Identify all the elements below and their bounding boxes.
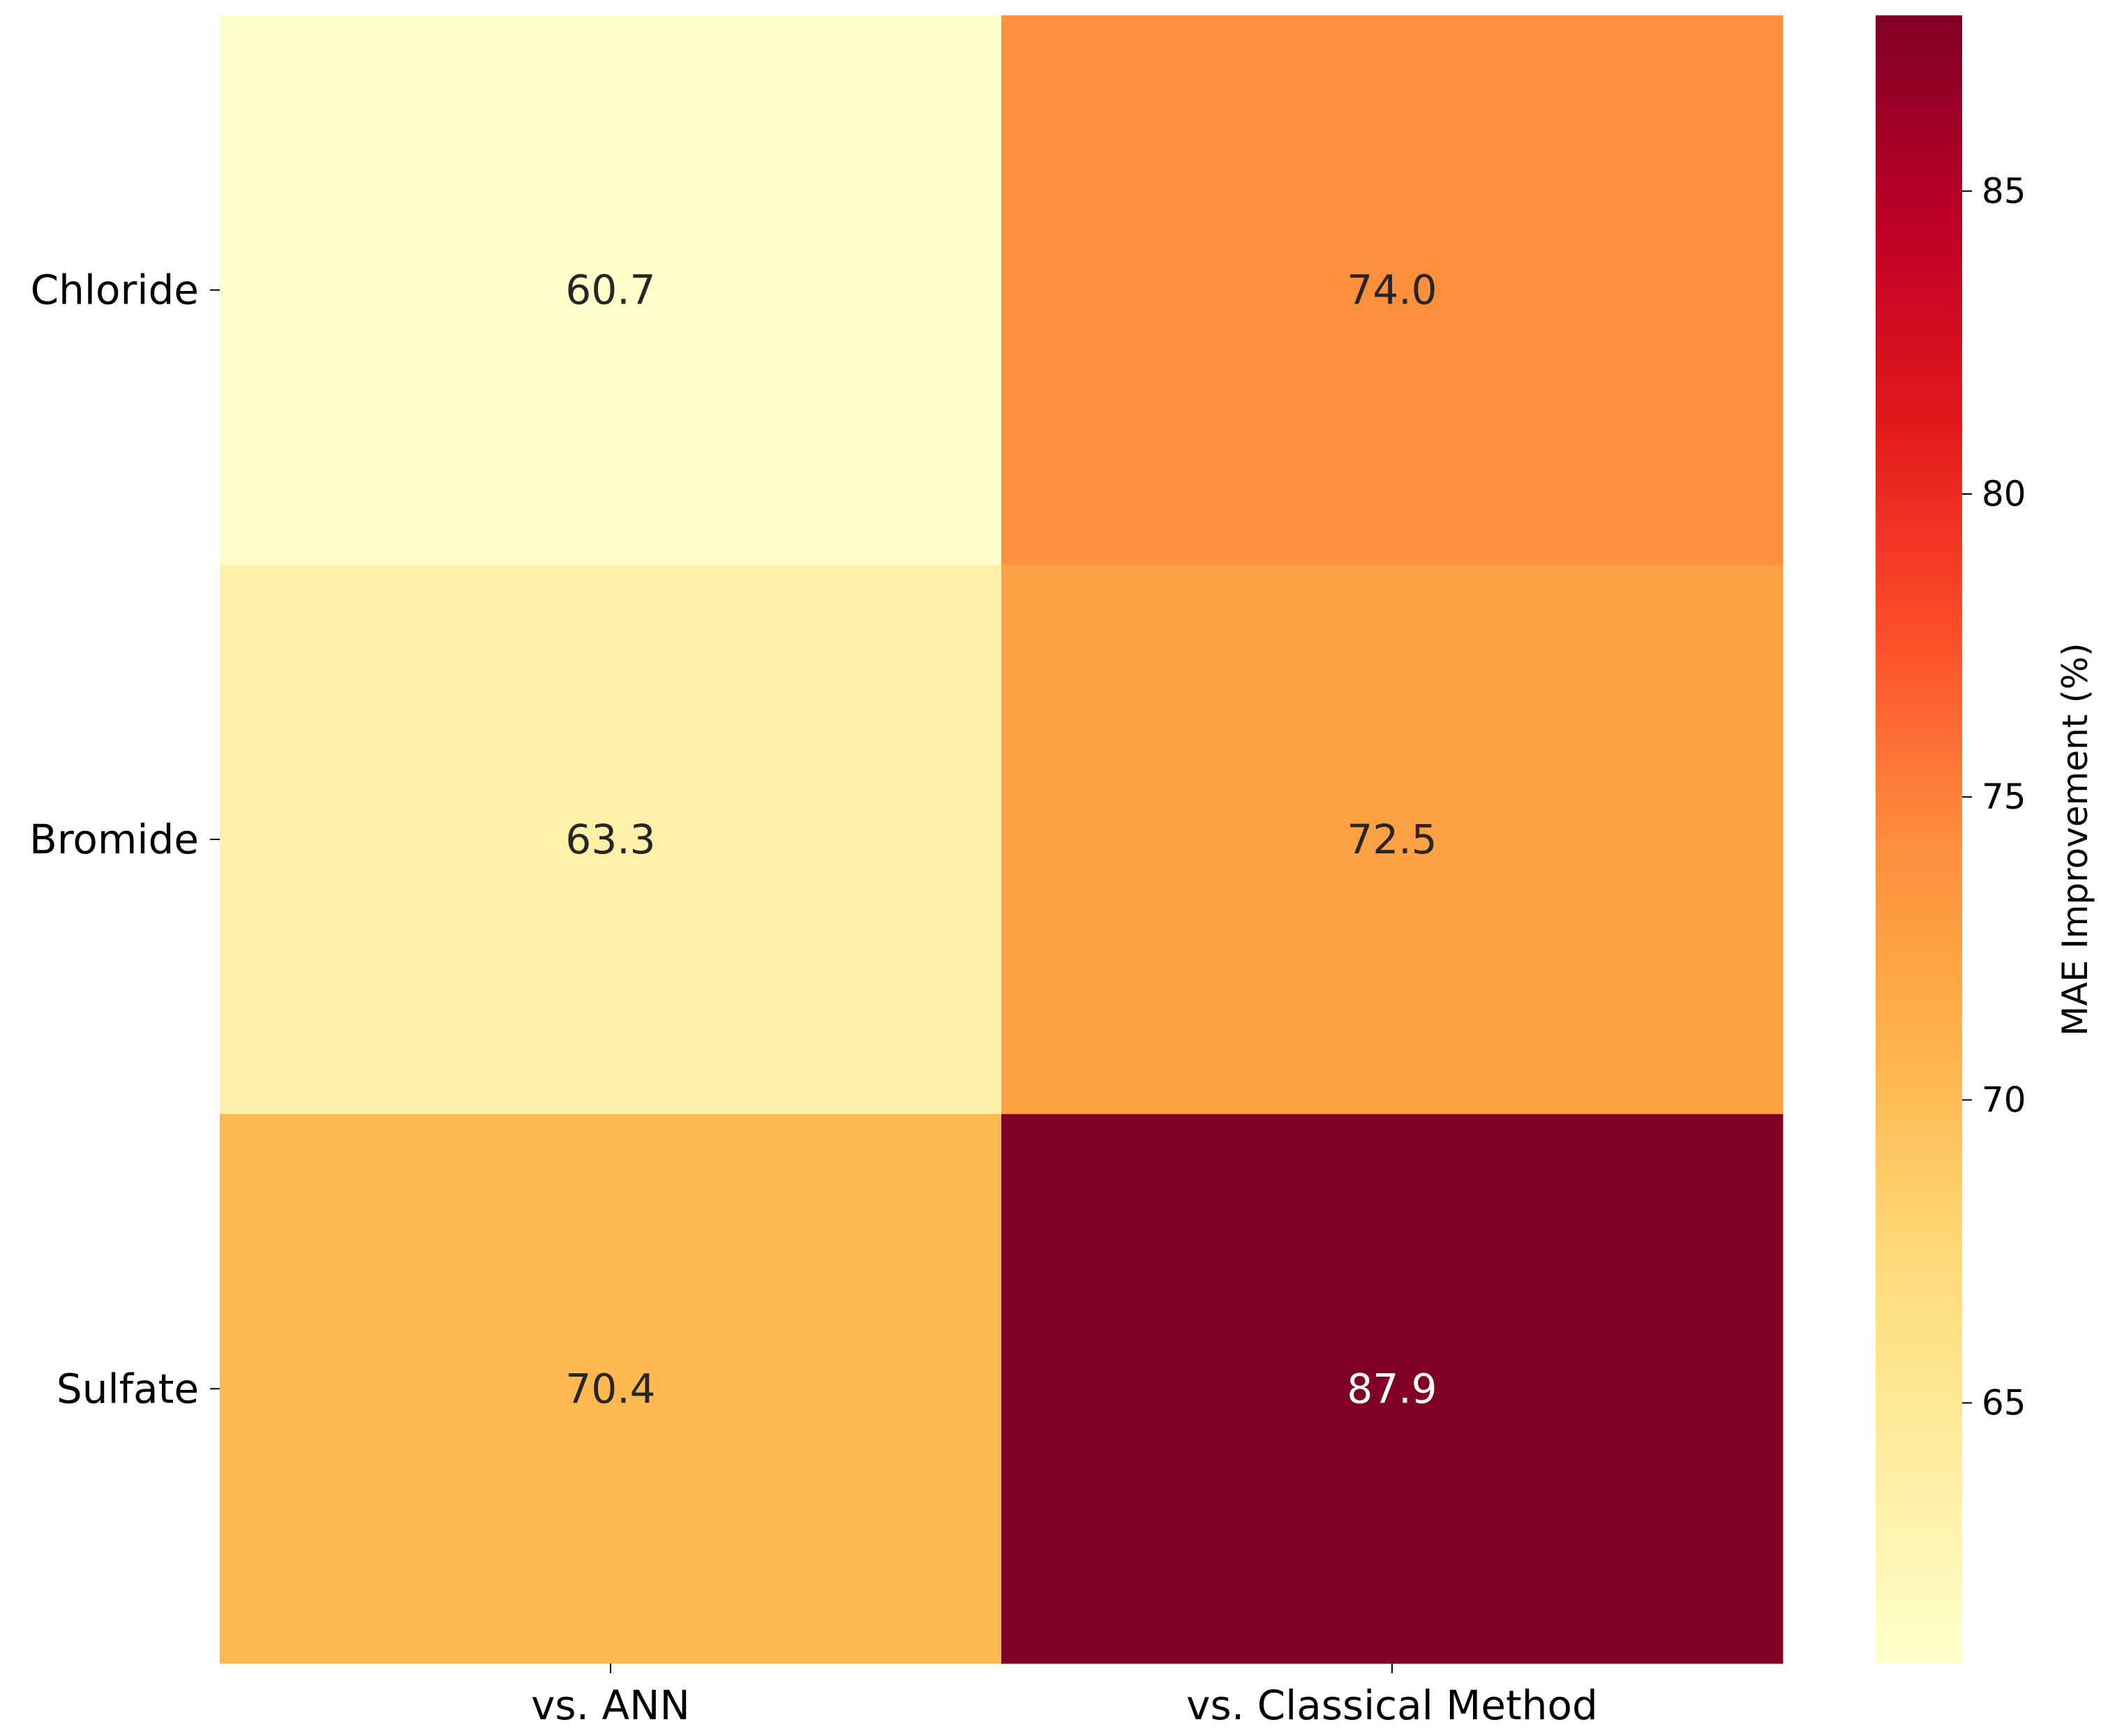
heatmap-cell (1001, 15, 1784, 565)
x-tick-label: vs. ANN (531, 1682, 690, 1729)
colorbar-label: MAE Improvement (%) (2055, 643, 2095, 1036)
x-axis: vs. ANN vs. Classical Method (531, 1663, 1598, 1729)
colorbar: 65 70 75 80 85 MAE Improvement (%) (1876, 15, 2095, 1663)
x-tick-label: vs. Classical Method (1186, 1682, 1598, 1729)
cell-value-label: 72.5 (1347, 816, 1437, 863)
colorbar-tick-label: 85 (1982, 171, 2026, 211)
heatmap-cell (220, 564, 1002, 1115)
y-tick-label: Bromide (29, 816, 199, 863)
cell-value-label: 70.4 (565, 1365, 655, 1412)
colorbar-tick-label: 80 (1982, 474, 2026, 514)
cell-value-label: 74.0 (1347, 267, 1437, 314)
colorbar-gradient (1876, 15, 1962, 1663)
colorbar-tick-label: 75 (1982, 777, 2026, 817)
heatmap-cell (220, 1114, 1002, 1664)
heatmap-cells (220, 15, 1784, 1664)
colorbar-tick-label: 65 (1982, 1383, 2026, 1423)
y-tick-label: Sulfate (57, 1365, 199, 1412)
heatmap-cell (1001, 1114, 1784, 1664)
y-tick-label: Chloride (31, 267, 199, 314)
cell-value-label: 60.7 (565, 267, 655, 314)
heatmap-cell (220, 15, 1002, 565)
colorbar-ticks: 65 70 75 80 85 (1962, 171, 2026, 1423)
cell-annotations: 60.7 74.0 63.3 72.5 70.4 87.9 (565, 267, 1437, 1413)
cell-value-label: 87.9 (1347, 1365, 1437, 1412)
colorbar-tick-label: 70 (1982, 1079, 2026, 1120)
y-axis: Chloride Bromide Sulfate (29, 267, 220, 1412)
heatmap-cell (1001, 564, 1784, 1115)
cell-value-label: 63.3 (565, 816, 655, 863)
